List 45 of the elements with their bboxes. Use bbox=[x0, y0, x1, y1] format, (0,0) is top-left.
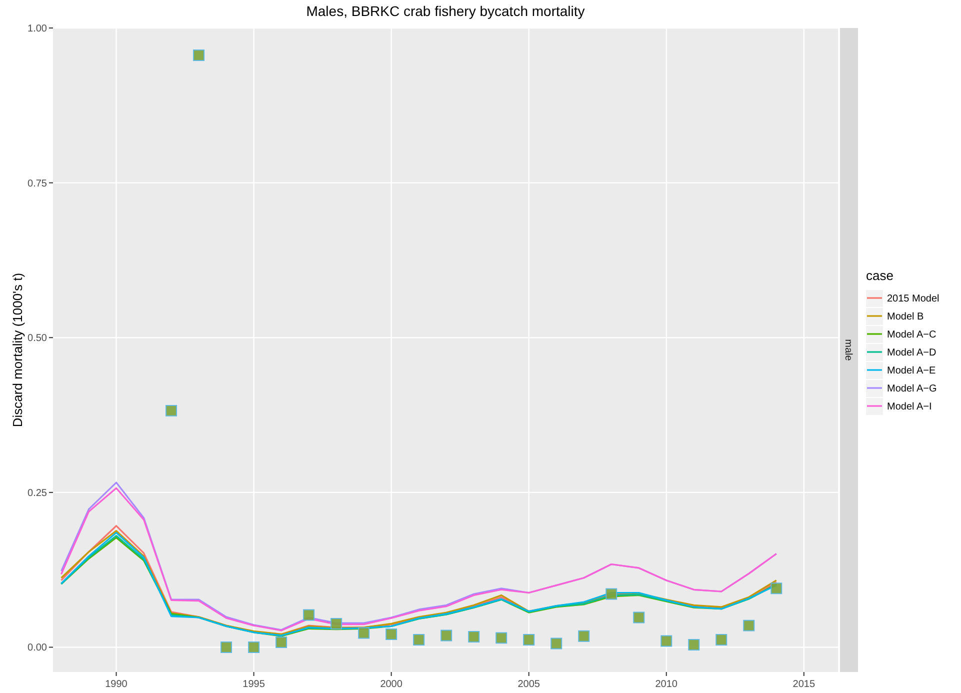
text: male bbox=[842, 339, 854, 362]
legend-label: Model A−I bbox=[887, 402, 932, 412]
y-axis-title: Discard mortality (1000's t) bbox=[10, 272, 25, 428]
y-tick-label: 0.25 bbox=[28, 488, 48, 499]
point bbox=[633, 612, 645, 624]
legend-label: Model A−G bbox=[887, 384, 937, 394]
point bbox=[496, 632, 508, 644]
point bbox=[248, 641, 260, 653]
legend-title: case bbox=[866, 268, 894, 283]
y-tick-label: 0.50 bbox=[28, 333, 48, 344]
point bbox=[688, 639, 700, 650]
chart-title: Males, BBRKC crab fishery bycatch mortality bbox=[306, 3, 585, 19]
point bbox=[330, 618, 342, 630]
y-tick-label: 0.75 bbox=[28, 178, 48, 190]
point bbox=[358, 627, 370, 639]
y-tick-label: 0.00 bbox=[28, 642, 48, 654]
legend-label: Model A−E bbox=[887, 366, 936, 376]
point bbox=[550, 638, 562, 650]
x-tick-label: 2010 bbox=[655, 679, 678, 690]
x-tick-label: 2015 bbox=[792, 679, 816, 690]
legend-label: Model A−D bbox=[887, 348, 936, 358]
point bbox=[413, 634, 425, 646]
x-tick-label: 1990 bbox=[105, 679, 128, 690]
x-tick-label: 2005 bbox=[518, 679, 540, 690]
point bbox=[523, 634, 535, 646]
y-tick-label: 1.00 bbox=[28, 24, 48, 34]
point bbox=[606, 588, 618, 600]
x-tick-label: 2000 bbox=[380, 679, 403, 690]
point bbox=[440, 630, 452, 642]
point bbox=[660, 635, 672, 647]
legend-label: 2015 Model bbox=[887, 294, 940, 304]
legend-label: Model A−C bbox=[887, 330, 936, 340]
point bbox=[276, 636, 288, 648]
point bbox=[303, 609, 315, 621]
point bbox=[166, 404, 178, 416]
point bbox=[770, 582, 782, 594]
point bbox=[468, 630, 480, 642]
point bbox=[743, 620, 755, 632]
x-tick-label: 1995 bbox=[242, 679, 266, 690]
point bbox=[386, 628, 398, 640]
legend-label: Model B bbox=[887, 312, 924, 322]
point bbox=[578, 630, 590, 642]
point bbox=[220, 641, 232, 653]
point bbox=[193, 50, 205, 61]
point bbox=[716, 634, 728, 646]
